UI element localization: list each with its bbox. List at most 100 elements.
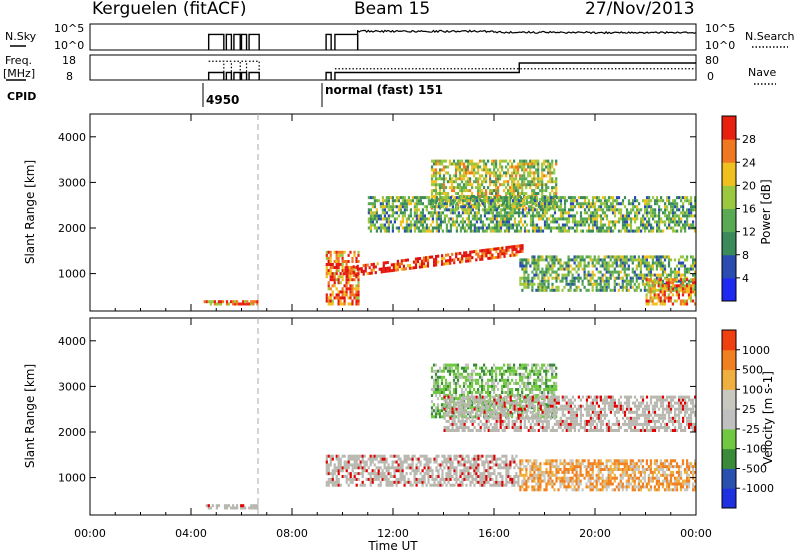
data-cell <box>396 268 399 272</box>
data-cell <box>331 293 334 297</box>
data-cell <box>521 177 524 181</box>
data-cell <box>495 159 498 163</box>
data-cell <box>481 202 484 206</box>
data-cell <box>409 463 412 467</box>
data-cell <box>533 229 537 233</box>
data-cell <box>499 466 502 470</box>
data-cell <box>353 463 356 467</box>
data-cell <box>421 223 424 227</box>
data-cell <box>515 189 518 193</box>
data-cell <box>563 267 566 271</box>
data-cell <box>459 214 462 218</box>
data-cell <box>643 255 646 259</box>
data-cell <box>360 267 363 271</box>
data-cell <box>569 214 573 218</box>
data-cell <box>487 404 490 408</box>
data-cell <box>339 460 342 464</box>
data-cell <box>507 375 510 379</box>
data-cell <box>533 192 536 195</box>
data-cell <box>493 483 496 487</box>
data-cell <box>603 199 607 203</box>
data-cell <box>359 466 362 470</box>
data-cell <box>513 159 516 163</box>
data-cell <box>547 282 550 286</box>
data-cell <box>613 255 616 259</box>
data-cell <box>409 480 412 484</box>
data-cell <box>329 460 332 464</box>
data-cell <box>467 205 470 209</box>
data-cell <box>507 183 510 187</box>
data-cell <box>435 211 438 215</box>
data-cell <box>455 480 458 484</box>
data-cell <box>467 404 470 408</box>
data-cell <box>485 226 488 230</box>
data-cell <box>399 223 402 227</box>
data-cell <box>371 469 374 473</box>
data-cell <box>475 220 478 224</box>
data-cell <box>475 454 478 458</box>
data-cell <box>535 226 539 230</box>
data-cell <box>491 159 494 163</box>
data-cell <box>527 394 530 397</box>
data-cell <box>383 463 386 467</box>
data-cell <box>567 288 570 292</box>
data-cell <box>329 272 332 276</box>
data-cell <box>601 208 605 212</box>
data-cell <box>523 285 526 289</box>
data-cell <box>605 267 608 271</box>
power-ytick-label: 2000 <box>58 222 86 235</box>
data-cell <box>553 180 556 184</box>
data-cell <box>531 208 535 212</box>
data-cell <box>467 226 470 230</box>
data-cell <box>467 253 470 257</box>
data-cell <box>349 475 352 478</box>
data-cell <box>533 162 536 166</box>
data-cell <box>654 220 657 224</box>
data-cell <box>407 454 410 458</box>
data-cell <box>537 276 540 280</box>
data-cell <box>391 226 394 230</box>
data-cell <box>651 299 654 303</box>
data-cell <box>464 369 468 373</box>
data-cell <box>471 391 474 394</box>
data-cell <box>543 199 547 203</box>
data-cell <box>668 217 671 221</box>
data-cell <box>481 391 484 394</box>
data-cell <box>205 300 208 304</box>
data-cell <box>686 217 689 221</box>
data-cell <box>432 159 436 163</box>
data-cell <box>461 422 464 426</box>
data-cell <box>573 220 577 224</box>
data-cell <box>473 226 476 230</box>
data-cell <box>395 477 398 481</box>
data-cell <box>460 372 464 376</box>
data-cell <box>325 272 328 276</box>
power-colorbar-tick-label: 12 <box>742 226 756 239</box>
data-cell <box>473 223 476 227</box>
data-cell <box>670 211 673 215</box>
data-cell <box>329 457 332 461</box>
data-cell <box>454 168 458 172</box>
data-cell <box>460 388 464 391</box>
data-cell <box>539 229 543 233</box>
data-cell <box>646 220 649 224</box>
data-cell <box>503 381 506 385</box>
data-cell <box>517 183 520 187</box>
data-cell <box>339 250 342 254</box>
data-cell <box>525 229 529 233</box>
data-cell <box>601 229 605 233</box>
data-cell <box>441 477 444 481</box>
data-cell <box>493 256 496 260</box>
data-cell <box>479 195 482 198</box>
data-cell <box>493 165 496 169</box>
data-cell <box>549 203 552 207</box>
data-cell <box>349 290 352 294</box>
data-cell <box>489 401 492 405</box>
data-cell <box>469 196 472 200</box>
data-cell <box>547 205 551 209</box>
data-cell <box>525 168 528 172</box>
data-cell <box>621 267 624 271</box>
data-cell <box>331 275 334 279</box>
data-cell <box>675 273 679 277</box>
data-cell <box>523 203 526 207</box>
